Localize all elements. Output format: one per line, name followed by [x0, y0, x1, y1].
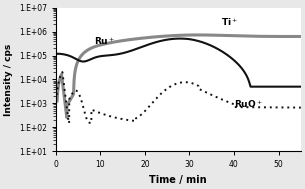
Text: RuO$^+$: RuO$^+$ — [234, 98, 263, 110]
Y-axis label: Intensity / cps: Intensity / cps — [4, 43, 13, 116]
Text: Ru$^+$: Ru$^+$ — [94, 36, 115, 47]
Text: Ti$^+$: Ti$^+$ — [221, 17, 238, 29]
X-axis label: Time / min: Time / min — [149, 175, 207, 185]
